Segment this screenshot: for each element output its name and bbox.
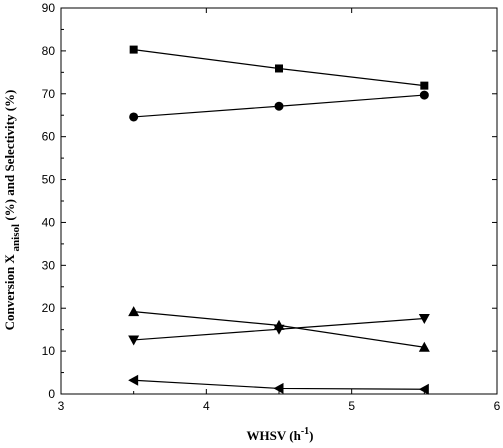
y-tick-label: 40 xyxy=(42,215,56,229)
marker-square xyxy=(420,81,429,90)
marker-circle xyxy=(129,112,139,122)
marker-square xyxy=(129,45,138,54)
y-tick-label: 90 xyxy=(42,1,56,15)
y-tick-label: 50 xyxy=(42,173,56,187)
x-tick-label: 6 xyxy=(494,399,501,413)
y-tick-label: 30 xyxy=(42,258,56,272)
marker-square xyxy=(275,64,283,73)
x-axis-title-tail: ) xyxy=(309,428,313,443)
x-axis-title-sup: -1 xyxy=(301,426,309,437)
y-axis-title-sub: anisol xyxy=(10,224,22,254)
y-tick-label: 60 xyxy=(42,130,56,144)
x-tick-label: 4 xyxy=(203,399,210,413)
marker-triangle-left xyxy=(128,374,139,386)
series-circle xyxy=(129,90,429,122)
y-tick-label: 80 xyxy=(42,44,56,58)
marker-triangle-down xyxy=(418,314,430,325)
series-layer xyxy=(128,45,430,395)
y-tick-label: 10 xyxy=(42,344,56,358)
x-tick-label: 3 xyxy=(58,399,65,413)
x-axis-title-main: WHSV (h xyxy=(247,428,302,443)
marker-triangle-left xyxy=(273,382,284,394)
y-tick-label: 0 xyxy=(48,387,55,401)
y-axis-title-main: Conversion X xyxy=(2,254,17,331)
marker-triangle-left xyxy=(418,383,429,395)
series-square xyxy=(129,45,429,90)
marker-triangle-up xyxy=(128,306,140,317)
x-tick-label: 5 xyxy=(348,399,355,413)
series-triangle-down xyxy=(128,314,430,346)
series-triangle-left xyxy=(128,374,429,395)
x-axis-title: WHSV (h-1) xyxy=(247,426,314,443)
marker-circle xyxy=(274,101,284,111)
marker-triangle-down xyxy=(128,335,140,346)
marker-triangle-down xyxy=(273,324,285,335)
y-tick-label: 20 xyxy=(42,301,56,315)
y-axis-title-tail: (%) and Selectivity (%) xyxy=(2,90,17,224)
marker-triangle-up xyxy=(418,341,430,352)
marker-circle xyxy=(419,90,429,100)
y-axis-title: Conversion X anisol (%) and Selectivity … xyxy=(2,90,22,331)
y-tick-label: 70 xyxy=(42,87,56,101)
